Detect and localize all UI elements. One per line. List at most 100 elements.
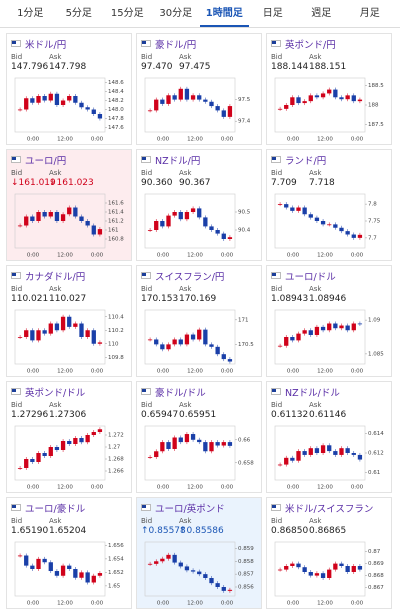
pair-title[interactable]: NZドル/ドル	[285, 387, 340, 399]
rate-card[interactable]: NZドル/ドル Bid Ask 0.61132 0.61146 0.614 0.612 0.6…	[266, 381, 392, 493]
rate-card[interactable]: 米ドル/円 Bid Ask 147.796 147.798 148.6 148.4 148.2…	[6, 33, 132, 145]
candle-body	[60, 214, 66, 221]
bid-cell: 97.470	[141, 62, 179, 72]
rate-card[interactable]: 豪ドル/ドル Bid Ask 0.65947 0.65951 0.66 0.658 0:00 1…	[136, 381, 262, 493]
ask-label: Ask	[179, 169, 192, 177]
plot-frame	[14, 193, 106, 249]
candle-body	[296, 207, 301, 211]
pair-title[interactable]: NZドル/円	[155, 155, 201, 167]
y-tick-label: 147.8	[108, 116, 124, 122]
card-header: 豪ドル/ドル	[141, 385, 257, 399]
candle-body	[333, 89, 338, 98]
ask-cell: 0.86865	[309, 526, 347, 536]
flag-icon	[271, 40, 281, 47]
ask-cell: 97.475	[179, 62, 217, 72]
candle-body	[166, 442, 171, 449]
rate-card[interactable]: 米ドル/スイスフラン Bid Ask 0.86850 0.86865 0.87 0.869 0…	[266, 497, 392, 609]
pair-title[interactable]: 米ドル/円	[25, 39, 67, 51]
ask-price: 161.023	[56, 178, 94, 188]
x-tick-label: 0:00	[221, 253, 234, 259]
rate-card[interactable]: NZドル/円 Bid Ask 90.360 90.367 90.5 90.4 0:00 12:0…	[136, 149, 262, 261]
ask-label: Ask	[309, 285, 322, 293]
pair-title[interactable]: ユーロ/豪ドル	[25, 503, 86, 515]
pair-title[interactable]: 豪ドル/ドル	[155, 387, 206, 399]
labels: Bid Ask	[141, 285, 257, 293]
pair-title[interactable]: 英ポンド/円	[285, 39, 336, 51]
x-tick-label: 12:00	[317, 369, 333, 375]
y-tick-label: 1.65	[108, 583, 121, 589]
mini-chart: 1.656 1.654 1.652 1.65 0:00 12:00 0:00	[14, 541, 124, 607]
candle-body	[308, 448, 313, 455]
pair-title[interactable]: スイスフラン/円	[155, 271, 225, 283]
rate-card[interactable]: ユーロ/円 Bid Ask ↓161.019 ↓161.023 161.6 161.4 161…	[6, 149, 132, 261]
candle-body	[73, 569, 78, 578]
y-tick-label: 0.867	[368, 585, 384, 591]
candle-body	[54, 212, 60, 221]
ask-cell: 1.27306	[49, 410, 87, 420]
rate-card[interactable]: 英ポンド/円 Bid Ask 188.144 188.151 188.5 188 187.5 0…	[266, 33, 392, 145]
pair-title[interactable]: ユーロ/英ポンド	[155, 503, 225, 515]
card-header: 米ドル/スイスフラン	[271, 501, 387, 515]
y-tick-label: 148.4	[108, 89, 124, 95]
bid-price: 1.08943	[271, 294, 309, 304]
pair-title[interactable]: ユーロ/ドル	[285, 271, 336, 283]
tab[interactable]: 15分足	[110, 8, 144, 19]
candle-body	[172, 212, 177, 216]
tab[interactable]: 1時間足	[200, 0, 249, 27]
ask-cell: 0.65951	[179, 410, 217, 420]
bid-price: 90.360	[141, 178, 173, 188]
tab[interactable]: 1分足	[17, 8, 44, 19]
y-tick-label: 1.656	[108, 543, 124, 549]
rate-card[interactable]: ユーロ/英ポンド Bid Ask ↑0.85578 ↑0.85586 0.859 0.858…	[136, 497, 262, 609]
labels: Bid Ask	[11, 517, 127, 525]
candle-body	[203, 99, 208, 102]
bid-label: Bid	[141, 517, 153, 525]
flag-icon	[11, 504, 21, 511]
pair-title[interactable]: カナダドル/円	[25, 271, 86, 283]
y-tick-label: 7.75	[368, 219, 381, 225]
y-tick-label: 0.66	[238, 437, 251, 443]
rate-card[interactable]: 英ポンド/ドル Bid Ask 1.27296 1.27306 1.272 1.27 1.26…	[6, 381, 132, 493]
tab[interactable]: 30分足	[159, 8, 193, 19]
candle-body	[296, 333, 301, 341]
candle-body	[30, 216, 35, 221]
pair-title[interactable]: 豪ドル/円	[155, 39, 197, 51]
prices: 90.360 90.367	[141, 178, 257, 188]
pair-title[interactable]: 米ドル/スイスフラン	[285, 503, 374, 515]
candle-body	[73, 323, 78, 327]
rate-card[interactable]: ユーロ/豪ドル Bid Ask 1.65190 1.65204 1.656 1.654 1.6…	[6, 497, 132, 609]
flag-icon	[11, 156, 21, 163]
pair-title[interactable]: ランド/円	[285, 155, 327, 167]
candle-body	[308, 214, 313, 218]
candle-body	[351, 95, 356, 102]
y-tick-label: 1.652	[108, 570, 124, 576]
ask-label: Ask	[179, 53, 192, 61]
candle-body	[73, 207, 78, 217]
tab[interactable]: 5分足	[65, 8, 92, 19]
ask-price: 7.718	[309, 178, 335, 188]
ask-label: Ask	[49, 169, 62, 177]
mini-chart: 97.5 97.4 0:00 12:00 0:00	[144, 77, 251, 143]
pair-title[interactable]: 英ポンド/ドル	[25, 387, 86, 399]
rate-card[interactable]: 豪ドル/円 Bid Ask 97.470 97.475 97.5 97.4 0:00 12:00…	[136, 33, 262, 145]
rate-card[interactable]: カナダドル/円 Bid Ask 110.021 110.027 110.4 110.2 110…	[6, 265, 132, 377]
card-header: ユーロ/豪ドル	[11, 501, 127, 515]
bid-price: 0.85578	[148, 526, 186, 536]
rate-card[interactable]: ランド/円 Bid Ask 7.709 7.718 7.8 7.75 7.7 0:00 12:00…	[266, 149, 392, 261]
ask-label: Ask	[49, 401, 62, 409]
y-tick-label: 0.869	[368, 561, 384, 567]
tab[interactable]: 週足	[311, 8, 332, 19]
rate-card[interactable]: ユーロ/ドル Bid Ask 1.08943 1.08946 1.09 1.085 0:00 1…	[266, 265, 392, 377]
rate-card[interactable]: スイスフラン/円 Bid Ask 170.153 170.169 171 170.5 0:00…	[136, 265, 262, 377]
flag-icon	[11, 388, 21, 395]
y-tick-label: 1.085	[368, 351, 384, 357]
candle-body	[166, 554, 171, 559]
candle-body	[320, 93, 326, 98]
candle-body	[48, 212, 53, 217]
tab[interactable]: 日足	[262, 8, 283, 19]
ask-price: 1.27306	[49, 410, 87, 420]
tab[interactable]: 月足	[359, 8, 380, 19]
pair-title[interactable]: ユーロ/円	[25, 155, 67, 167]
ask-cell: 147.798	[49, 62, 87, 72]
candle-body	[333, 563, 338, 570]
